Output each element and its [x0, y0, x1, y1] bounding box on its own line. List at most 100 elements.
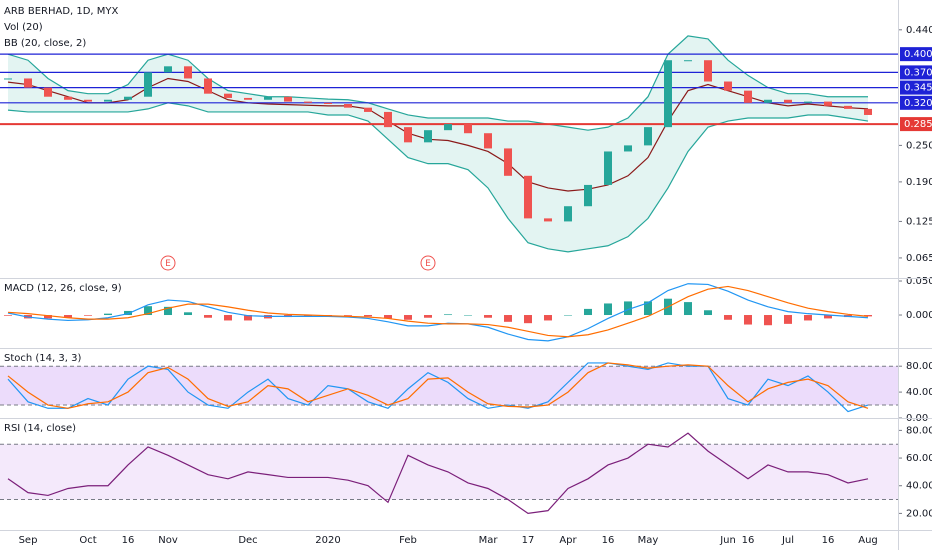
- candle: [344, 104, 352, 108]
- candle: [84, 99, 92, 102]
- macd-histogram-bar: [424, 315, 432, 318]
- macd-histogram-bar: [364, 315, 372, 317]
- x-tick-label: Oct: [79, 535, 96, 546]
- y-tick-label: 0.250: [906, 140, 932, 151]
- candle: [584, 184, 592, 207]
- candle: [224, 93, 232, 98]
- candle: [544, 218, 552, 222]
- macd-histogram-bar: [644, 301, 652, 316]
- macd-histogram-bar: [524, 315, 532, 324]
- y-tick-label: 40.00: [906, 387, 932, 398]
- x-tick-label: Jul: [781, 535, 794, 546]
- candle: [644, 127, 652, 146]
- rsi-line: [7, 432, 869, 515]
- earnings-label: E: [425, 259, 431, 269]
- macd-histogram-bar: [744, 315, 752, 325]
- bb-upper: [7, 35, 868, 131]
- level-label-box: [900, 95, 932, 110]
- volume-label: Vol (20): [4, 22, 43, 33]
- level-label-box: [900, 117, 932, 132]
- macd-histogram-bar: [564, 315, 572, 316]
- x-tick-label: 2020: [315, 535, 340, 546]
- macd-histogram-bar: [704, 310, 712, 316]
- x-tick-label: 17: [522, 535, 535, 546]
- y-tick-label: 60.00: [906, 453, 932, 464]
- x-tick-label: 16: [122, 535, 135, 546]
- candle: [764, 99, 772, 103]
- bb-lower: [7, 102, 869, 253]
- candle: [824, 101, 832, 106]
- x-tick-label: 16: [602, 535, 615, 546]
- y-tick-label: 0.050: [906, 276, 932, 287]
- candle: [164, 66, 172, 73]
- macd-histogram-bar: [544, 315, 552, 321]
- macd-histogram-bar: [44, 315, 52, 319]
- stoch-k: [7, 362, 869, 413]
- earnings-marker: [160, 255, 176, 271]
- macd-histogram-bar: [484, 315, 492, 318]
- candle: [404, 127, 412, 143]
- candle: [844, 105, 852, 109]
- candle: [304, 101, 312, 103]
- stoch-d: [7, 362, 869, 409]
- macd-histogram-bar: [824, 315, 832, 319]
- x-tick-label: 16: [742, 535, 755, 546]
- bb-label: BB (20, close, 2): [4, 38, 86, 49]
- symbol-title: ARB BERHAD, 1D, MYX: [4, 6, 119, 17]
- x-tick-label: Apr: [559, 535, 577, 546]
- macd-histogram-bar: [804, 315, 812, 321]
- macd-histogram-bar: [184, 312, 192, 316]
- candle: [184, 66, 192, 79]
- candle: [464, 124, 472, 134]
- earnings-label: E: [165, 259, 171, 269]
- macd-label: MACD (12, 26, close, 9): [4, 283, 122, 294]
- candle: [504, 148, 512, 176]
- macd-histogram-bar: [384, 315, 392, 319]
- macd-histogram-bar: [684, 302, 692, 316]
- stoch-label: Stoch (14, 3, 3): [4, 353, 81, 364]
- macd-histogram-bar: [204, 315, 212, 318]
- x-tick-label: Aug: [858, 535, 878, 546]
- x-tick-label: Mar: [479, 535, 499, 546]
- candle: [244, 97, 252, 100]
- candle: [324, 102, 332, 105]
- x-tick-label: Dec: [238, 535, 257, 546]
- candle: [44, 87, 52, 97]
- level-label: 0.400: [904, 49, 932, 60]
- level-label-box: [900, 80, 932, 95]
- candle: [864, 108, 872, 115]
- candle: [444, 124, 452, 131]
- x-tick-label: Nov: [158, 535, 178, 546]
- level-label-box: [900, 47, 932, 62]
- candle: [624, 145, 632, 152]
- macd-histogram-bar: [604, 303, 612, 316]
- x-tick-label: Sep: [19, 535, 38, 546]
- x-tick-label: May: [638, 535, 659, 546]
- macd-histogram-bar: [64, 315, 72, 318]
- macd-histogram-bar: [784, 315, 792, 324]
- signal-line: [7, 285, 869, 338]
- rsi-label: RSI (14, close): [4, 423, 76, 434]
- level-label: 0.345: [904, 83, 932, 94]
- candle: [604, 151, 612, 185]
- macd-histogram-bar: [864, 315, 872, 317]
- macd-histogram-bar: [104, 313, 112, 316]
- y-tick-label: 0.065: [906, 253, 932, 264]
- candle: [384, 111, 392, 128]
- candle: [64, 96, 72, 100]
- candle: [484, 133, 492, 149]
- candle: [744, 90, 752, 103]
- y-tick-label: 20.00: [906, 508, 932, 519]
- y-tick-label: 80.00: [906, 361, 932, 372]
- macd-histogram-bar: [344, 315, 352, 316]
- macd-histogram-bar: [584, 308, 592, 316]
- macd-histogram-bar: [124, 310, 132, 316]
- y-tick-label: 0.125: [906, 216, 932, 227]
- x-tick-label: 16: [822, 535, 835, 546]
- macd-histogram-bar: [724, 315, 732, 320]
- candle: [704, 60, 712, 82]
- candle: [4, 78, 12, 80]
- candle: [784, 99, 792, 103]
- candle: [364, 107, 372, 112]
- level-label-box: [900, 65, 932, 80]
